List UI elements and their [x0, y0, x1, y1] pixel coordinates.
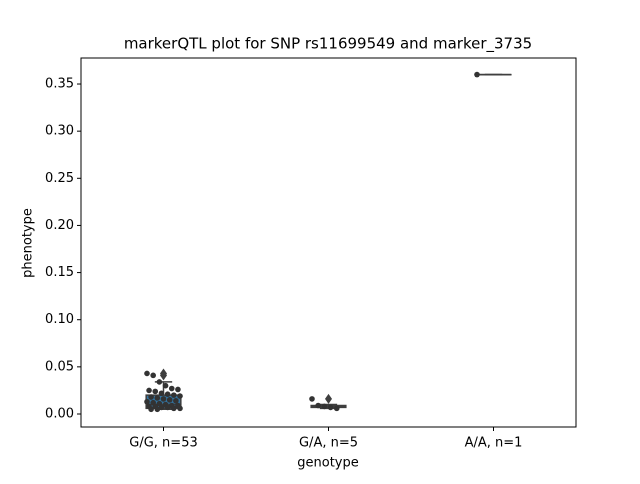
- point: [334, 406, 340, 412]
- point: [152, 389, 158, 395]
- point: [144, 371, 150, 377]
- point: [146, 388, 152, 394]
- y-tick-label: 0.35: [45, 77, 74, 92]
- y-tick-label: 0.20: [45, 218, 74, 233]
- x-axis-label: genotype: [297, 456, 358, 471]
- point: [315, 403, 321, 409]
- point: [177, 406, 183, 412]
- point: [169, 386, 175, 392]
- point: [167, 397, 173, 403]
- point: [159, 390, 165, 396]
- point: [309, 396, 315, 402]
- point: [474, 72, 480, 78]
- point: [175, 387, 181, 393]
- point: [171, 406, 177, 412]
- y-tick-label: 0.30: [45, 124, 74, 139]
- point: [165, 405, 171, 411]
- y-axis-label: phenotype: [21, 208, 36, 278]
- point: [177, 393, 183, 399]
- point: [148, 394, 154, 400]
- point: [165, 391, 171, 397]
- point: [150, 373, 156, 379]
- y-tick-label: 0.10: [45, 312, 74, 327]
- x-tick-label: G/A, n=5: [299, 436, 358, 451]
- y-tick-label: 0.25: [45, 171, 74, 186]
- y-tick-label: 0.00: [45, 406, 74, 421]
- point: [322, 404, 328, 410]
- point: [163, 383, 169, 389]
- point: [148, 406, 154, 412]
- point: [157, 379, 163, 385]
- point: [171, 392, 177, 398]
- y-tick-label: 0.15: [45, 265, 74, 280]
- x-tick-label: A/A, n=1: [465, 436, 523, 451]
- point: [155, 406, 161, 412]
- y-tick-label: 0.05: [45, 359, 74, 374]
- x-tick-label: G/G, n=53: [129, 436, 197, 451]
- point: [161, 396, 167, 402]
- point: [328, 405, 334, 411]
- point: [155, 395, 161, 401]
- chart-title: markerQTL plot for SNP rs11699549 and ma…: [124, 35, 532, 54]
